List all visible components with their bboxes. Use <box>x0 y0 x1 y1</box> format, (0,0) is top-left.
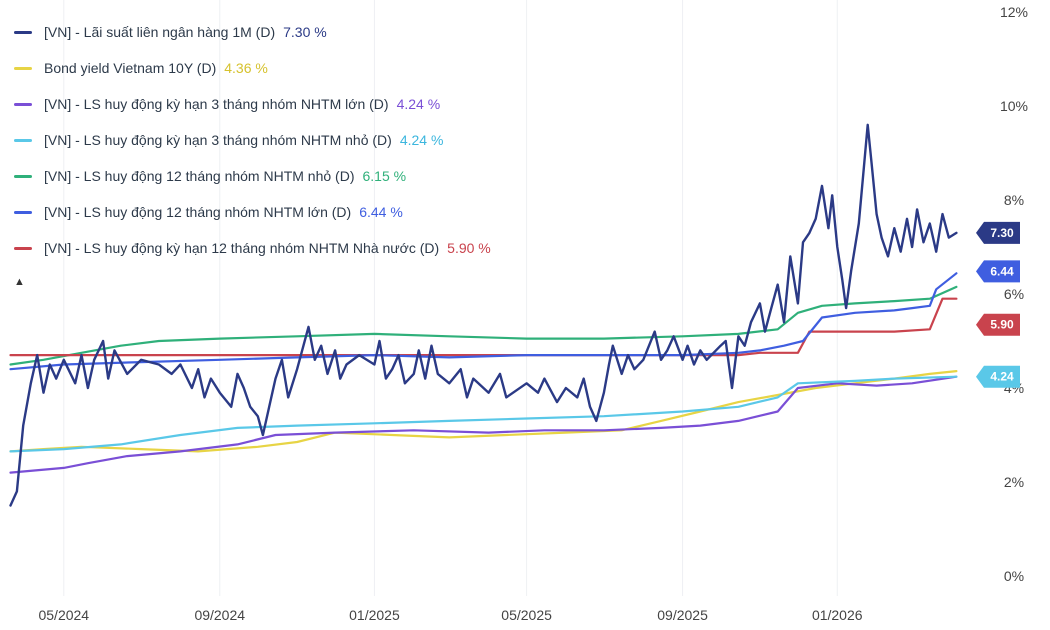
legend-label: [VN] - LS huy động kỳ hạn 3 tháng nhóm N… <box>44 96 389 112</box>
gridlines <box>63 0 838 596</box>
last-value-tags: 7.30 4.24 6.44 5.90 <box>976 221 1020 388</box>
y-tick-label: 10% <box>1000 98 1028 114</box>
x-tick-label: 01/2026 <box>812 607 863 623</box>
legend-label: [VN] - Lãi suất liên ngân hàng 1M (D) <box>44 24 276 40</box>
y-tick-label: 12% <box>1000 4 1028 20</box>
legend-swatch <box>14 210 32 214</box>
value-tag-bg <box>976 365 1020 388</box>
legend-value: 5.90 % <box>447 240 491 256</box>
value-tag-bg <box>976 260 1020 283</box>
x-tick-label: 09/2025 <box>657 607 708 623</box>
series-line <box>9 375 958 453</box>
y-tick-label: 6% <box>1004 286 1024 302</box>
legend-label: [VN] - LS huy động 12 tháng nhóm NHTM lớ… <box>44 204 352 220</box>
legend-item[interactable]: [VN] - Lãi suất liên ngân hàng 1M (D) 7.… <box>14 14 491 50</box>
legend-value: 4.24 % <box>396 96 441 112</box>
value-tag-text: 7.30 <box>990 226 1014 240</box>
legend-item[interactable]: [VN] - LS huy động 12 tháng nhóm NHTM lớ… <box>14 194 491 230</box>
x-tick-label: 01/2025 <box>349 607 400 623</box>
x-tick-label: 05/2025 <box>501 607 552 623</box>
value-tag-text: 5.90 <box>990 318 1014 332</box>
series-lines <box>9 123 958 507</box>
legend-value: 7.30 % <box>283 24 327 40</box>
series-line <box>9 375 958 474</box>
legend-item[interactable]: Bond yield Vietnam 10Y (D) 4.36 % <box>14 50 491 86</box>
series-line <box>9 272 958 371</box>
series-line <box>9 297 958 357</box>
value-tag-text: 4.24 <box>990 370 1014 384</box>
legend-swatch <box>14 246 32 250</box>
legend-value: 6.44 % <box>359 204 403 220</box>
legend-collapse-chevron-up-icon[interactable]: ▲ <box>14 276 25 288</box>
series-line <box>9 285 958 366</box>
legend-swatch <box>14 174 32 178</box>
x-tick-label: 09/2024 <box>194 607 245 623</box>
legend-label: Bond yield Vietnam 10Y (D) <box>44 60 217 76</box>
legend-item[interactable]: [VN] - LS huy động kỳ hạn 3 tháng nhóm N… <box>14 122 491 158</box>
legend-swatch <box>14 102 32 106</box>
x-axis: 05/2024 09/2024 01/2025 05/2025 09/2025 01/20… <box>38 607 862 623</box>
value-tag: 5.90 <box>976 313 1020 336</box>
legend-swatch <box>14 30 32 34</box>
value-tag-bg <box>976 313 1020 336</box>
y-tick-label: 0% <box>1004 568 1024 584</box>
legend-label: [VN] - LS huy động kỳ hạn 12 tháng nhóm … <box>44 240 440 256</box>
legend-swatch <box>14 66 32 70</box>
legend-item[interactable]: [VN] - LS huy động kỳ hạn 3 tháng nhóm N… <box>14 86 491 122</box>
legend: [VN] - Lãi suất liên ngân hàng 1M (D) 7.… <box>14 14 491 266</box>
value-tag: 4.24 <box>976 365 1020 388</box>
value-tag: 7.30 <box>976 221 1020 244</box>
legend-swatch <box>14 138 32 142</box>
x-tick-label: 05/2024 <box>38 607 89 623</box>
series-line <box>9 370 958 453</box>
legend-value: 4.24 % <box>399 132 444 148</box>
series-line <box>9 123 958 507</box>
legend-item[interactable]: [VN] - LS huy động 12 tháng nhóm NHTM nh… <box>14 158 491 194</box>
value-tag-text: 6.44 <box>990 264 1014 278</box>
value-tag-bg <box>976 221 1020 244</box>
legend-value: 6.15 % <box>362 168 407 184</box>
y-tick-label: 8% <box>1004 192 1024 208</box>
y-tick-label: 2% <box>1004 474 1024 490</box>
value-tag: 6.44 <box>976 260 1020 283</box>
legend-label: [VN] - LS huy động 12 tháng nhóm NHTM nh… <box>44 168 355 184</box>
legend-label: [VN] - LS huy động kỳ hạn 3 tháng nhóm N… <box>44 132 392 148</box>
legend-value: 4.36 % <box>224 60 268 76</box>
y-axis: 12%10%8%6%4%2%0% <box>1000 4 1028 584</box>
legend-item[interactable]: [VN] - LS huy động kỳ hạn 12 tháng nhóm … <box>14 230 491 266</box>
